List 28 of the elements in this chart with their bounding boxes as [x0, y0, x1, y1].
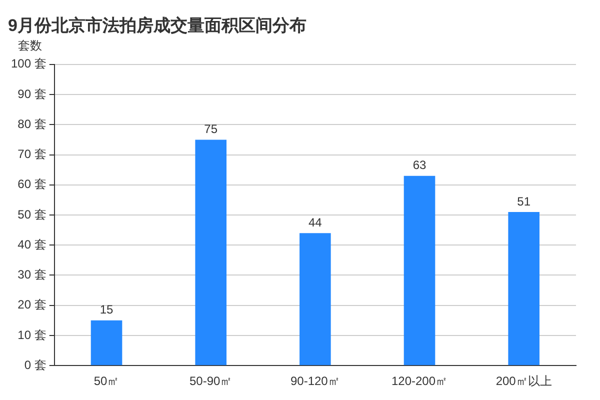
- y-tick-label: 60 套: [18, 177, 46, 192]
- x-tick-label: 200㎡以上: [496, 374, 552, 388]
- x-tick-label: 120-200㎡: [391, 374, 448, 388]
- y-tick-label: 0 套: [24, 358, 46, 372]
- bar: [404, 176, 436, 366]
- chart-title: 9月份北京市法拍房成交量面积区间分布: [8, 16, 306, 35]
- bar: [195, 140, 226, 366]
- y-tick-label: 90 套: [18, 86, 46, 101]
- y-tick-label: 50 套: [18, 207, 46, 222]
- bar: [508, 212, 540, 366]
- y-tick-label: 10 套: [18, 328, 46, 342]
- y-tick-label: 100 套: [10, 56, 46, 71]
- y-tick-label: 70 套: [18, 147, 46, 162]
- x-tick-label: 90-120㎡: [290, 374, 340, 388]
- y-tick-label: 80 套: [18, 116, 46, 131]
- bar: [90, 320, 122, 366]
- x-tick-label: 50㎡: [94, 374, 120, 388]
- bar: [300, 233, 331, 366]
- data-label: 63: [412, 158, 426, 172]
- x-tick-label: 50-90㎡: [189, 374, 232, 388]
- data-label: 15: [100, 302, 114, 317]
- data-label: 75: [204, 122, 218, 136]
- data-label: 44: [308, 215, 322, 230]
- y-tick-label: 30 套: [18, 268, 46, 282]
- y-tick-label: 40 套: [18, 237, 46, 252]
- y-tick-label: 20 套: [18, 298, 46, 312]
- data-label: 51: [517, 194, 531, 208]
- y-axis-title: 套数: [18, 38, 42, 53]
